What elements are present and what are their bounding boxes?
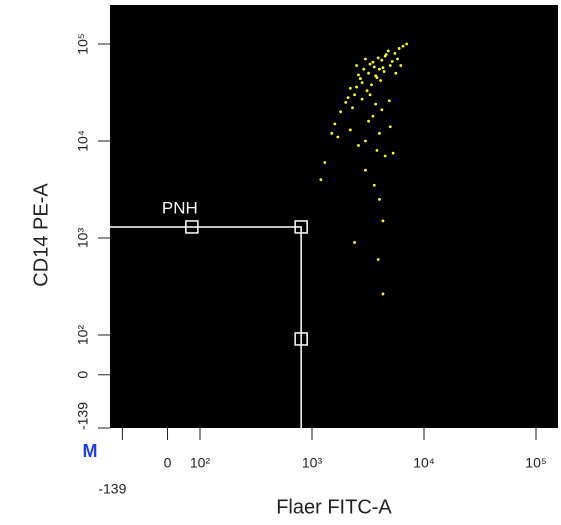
dot <box>380 108 384 112</box>
dot <box>319 178 323 182</box>
dot <box>368 62 372 66</box>
x-tick-label: 10⁴ <box>413 455 435 471</box>
gate-vertex <box>294 332 308 346</box>
dot <box>364 168 367 172</box>
x-tick-label: 10⁵ <box>525 455 546 471</box>
dot <box>387 99 391 103</box>
dot <box>386 49 390 53</box>
dot <box>355 64 358 67</box>
dot <box>339 110 342 114</box>
dot <box>353 93 356 97</box>
x-axis-label: Flaer FITC-A <box>276 496 392 518</box>
gate-vertex <box>185 220 199 234</box>
y-tick-label: 10⁵ <box>75 33 91 54</box>
y-tick-label: 10⁴ <box>75 130 91 152</box>
dot <box>360 81 364 85</box>
dot <box>365 89 369 93</box>
dot <box>367 71 370 75</box>
dot <box>396 57 399 61</box>
x-tick-label: -139 <box>98 481 126 497</box>
dot <box>371 114 375 118</box>
dot <box>336 135 340 139</box>
dot <box>376 258 380 261</box>
dot <box>346 96 350 100</box>
dot <box>372 183 376 187</box>
y-tick-label: 10³ <box>75 228 91 249</box>
gate-vertex <box>294 220 308 234</box>
dot <box>348 86 352 90</box>
dot <box>344 100 348 104</box>
dot <box>380 58 384 62</box>
dot <box>364 57 367 61</box>
dot <box>370 83 373 87</box>
dot <box>388 64 392 67</box>
dot <box>374 102 378 106</box>
dot <box>388 125 392 129</box>
dot <box>368 93 372 97</box>
dot <box>391 151 395 155</box>
dot <box>381 292 385 296</box>
y-tick-label: 10² <box>75 325 91 346</box>
dot <box>379 79 383 82</box>
dot <box>382 70 386 73</box>
gate-label: PNH <box>162 198 198 217</box>
dot <box>394 71 398 75</box>
dot <box>390 60 394 63</box>
dot <box>378 67 381 71</box>
dot <box>393 52 397 55</box>
dot <box>399 64 403 67</box>
y-tick-label: 0 <box>75 371 91 379</box>
dot <box>362 67 366 71</box>
plot-area <box>110 5 558 428</box>
dot <box>333 122 337 126</box>
dot <box>384 53 388 56</box>
dot <box>375 149 379 152</box>
dot <box>323 161 327 164</box>
dot <box>355 85 358 89</box>
x-tick-label: 0 <box>164 455 172 471</box>
dot <box>374 74 378 78</box>
dot <box>348 128 352 132</box>
dot <box>378 131 381 135</box>
dot <box>383 154 387 158</box>
x-tick-label: 10³ <box>302 455 323 471</box>
dot <box>401 44 405 48</box>
x-tick-label: 10² <box>190 455 211 471</box>
dot <box>405 42 409 46</box>
dot <box>330 131 334 135</box>
dot <box>381 66 385 70</box>
dot <box>381 219 385 223</box>
dot <box>372 65 376 69</box>
dot <box>367 119 370 123</box>
dot <box>357 144 360 147</box>
dot <box>371 60 375 64</box>
dot <box>358 77 362 80</box>
dot <box>364 139 367 143</box>
y-axis-label: CD14 PE-A <box>30 183 52 287</box>
dot <box>351 106 354 110</box>
dot <box>397 47 401 50</box>
corner-label: M <box>83 441 98 461</box>
y-tick-label: -139 <box>75 402 91 430</box>
dot <box>376 56 380 60</box>
dot <box>360 97 364 101</box>
gate-line <box>110 226 302 428</box>
dot <box>357 73 360 77</box>
dot <box>378 197 381 201</box>
dot <box>353 241 356 244</box>
